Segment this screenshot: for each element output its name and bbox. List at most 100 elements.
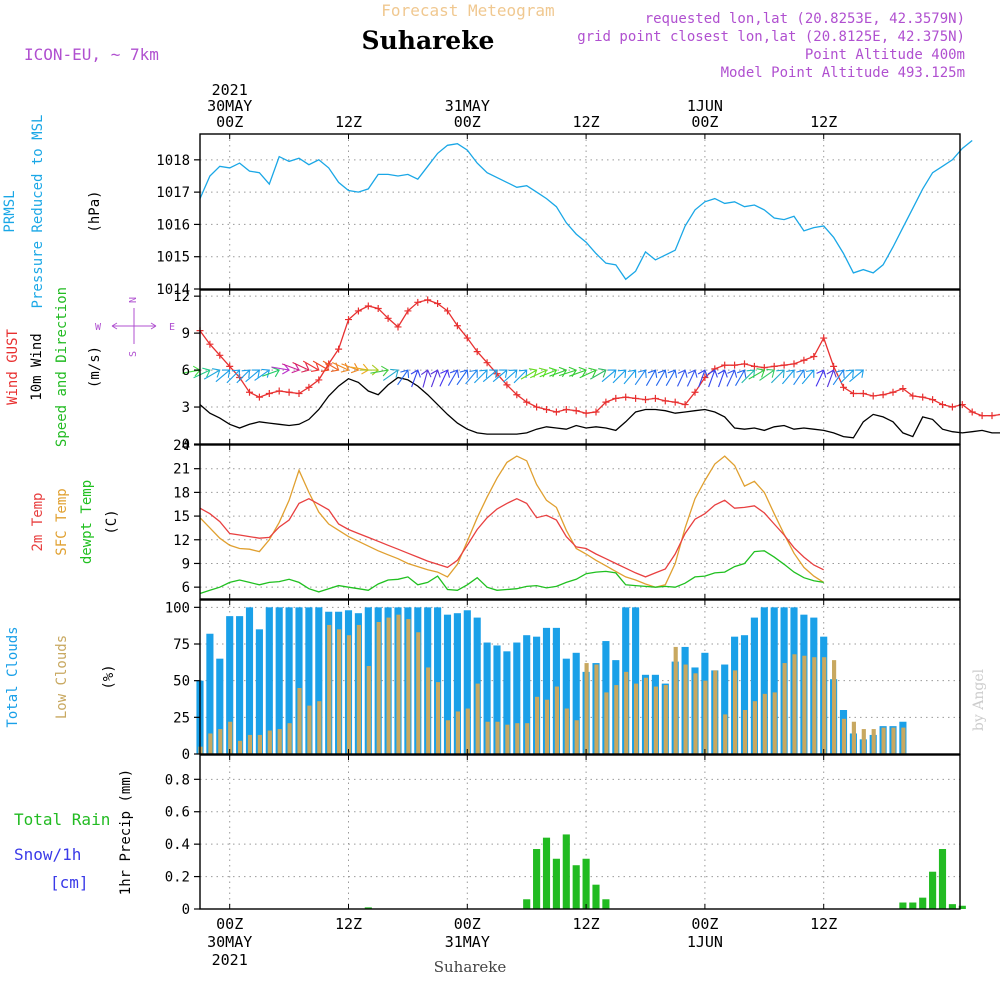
total_clouds-bar [463,610,471,754]
rain-bar [542,837,551,909]
low_clouds-bar [426,667,431,754]
axis-label: Total Clouds [5,626,21,727]
total_clouds-bar [285,607,293,754]
ytick-label: 1018 [156,153,190,169]
wind-direction-arrow [513,369,528,384]
low_clouds-bar [287,723,292,754]
gust-marker [533,403,541,411]
low_clouds-bar [614,685,619,754]
ytick-label: 25 [173,710,190,726]
time-label-top: 00Z [216,113,243,131]
total_clouds-bar [245,607,254,754]
gust-marker [968,408,976,416]
rain-bar [533,849,541,909]
gust-marker [345,316,352,324]
gust-marker [562,406,570,414]
low_clouds-bar [485,721,490,754]
compass-cross [111,308,157,344]
total_clouds-bar [533,636,541,754]
gust-marker [780,361,788,369]
low_clouds-bar [673,646,678,754]
gust-marker [691,388,699,396]
wind-direction-arrow [686,369,698,387]
watermark: by Angel [971,668,987,731]
low_clouds-bar [495,721,500,754]
panel-frame [199,444,961,600]
wind-direction-arrow [215,369,231,383]
wind-direction-arrow [382,368,399,381]
wind-direction-arrow [623,369,637,385]
ytick-label: 50 [173,674,190,690]
low_clouds-bar [574,720,579,754]
compass-west: W [95,322,102,333]
wind-direction-arrow [482,369,498,383]
low_clouds-bar [653,686,658,754]
requested-coords: requested lon,lat (20.8253E, 42.3579N) [645,11,965,27]
total_clouds-bar [453,613,461,754]
wind-direction-arrow [634,369,647,386]
wind-direction-arrow [439,369,451,387]
total_clouds-bar [434,607,442,754]
ytick-label: 9 [182,556,190,572]
wind-direction-arrow [447,369,460,386]
sfc-line [199,455,825,588]
low_clouds-bar [238,740,243,754]
wind-direction-arrow [826,369,837,388]
wind-direction-arrow [312,360,330,372]
wind-direction-arrow [801,369,815,385]
low_clouds-bar [297,688,302,754]
time-label-top: 31MAY [445,97,490,115]
low_clouds-bar [327,624,332,754]
gust-marker [770,362,778,370]
total_clouds-bar [443,614,452,754]
low_clouds-bar [535,696,540,754]
low_clouds-bar [366,666,371,754]
wind-direction-arrow [410,369,421,388]
gust-marker [206,340,214,348]
low_clouds-bar [881,727,886,754]
rain-bar [562,834,570,909]
low_clouds-bar [386,617,391,754]
ytick-label: 15 [173,509,190,525]
gust-marker [582,409,590,417]
low_clouds-bar [643,677,649,754]
wind-direction-arrow [707,369,718,388]
time-label-top: 00Z [691,113,718,131]
wind-direction-arrow [771,369,785,384]
total_clouds-bar [770,607,778,754]
low_clouds-bar [713,670,718,754]
gust-marker [364,302,372,310]
gust-marker [731,361,739,369]
gust-marker [463,334,471,342]
axis-label: Wind GUST [5,329,21,405]
gust-marker [612,394,620,402]
low_clouds-bar [515,723,520,754]
wind-direction-arrow [590,368,607,380]
wind-direction-arrow [292,362,310,373]
wind-direction-arrow [254,368,270,381]
wind-direction-arrow [579,367,597,379]
panel-1: 1014 1015 1016 1017 1018 PRMSL Pressure Reduce… [2,115,973,308]
rain-bar [938,849,947,909]
panel-2: 0 3 6 9 12 Wind GUST 10m Wind Speed and Directi… [5,287,1000,453]
time-label-bottom: 12Z [573,915,600,933]
gust-marker [216,351,224,359]
gust-marker [265,389,273,397]
total_clouds-bar [236,616,244,754]
wind-direction-arrow [815,369,827,387]
low_clouds-bar [891,727,896,754]
gust-marker [622,393,630,401]
footer-station: Suhareke [434,958,507,976]
gust-line [199,299,1000,417]
low_clouds-bar [416,632,421,754]
low_clouds-bar [317,701,322,754]
ytick-label: 0.6 [165,805,190,821]
wind-direction-arrow [420,369,432,388]
low_clouds-bar [762,693,767,754]
wind-direction-arrow [360,364,380,376]
legend-entry: Snow/1h [14,845,81,864]
wind-direction-arrow [456,369,469,386]
wind-direction-arrow [302,360,320,372]
gust-marker [246,388,253,396]
ytick-label: 1015 [156,250,190,266]
